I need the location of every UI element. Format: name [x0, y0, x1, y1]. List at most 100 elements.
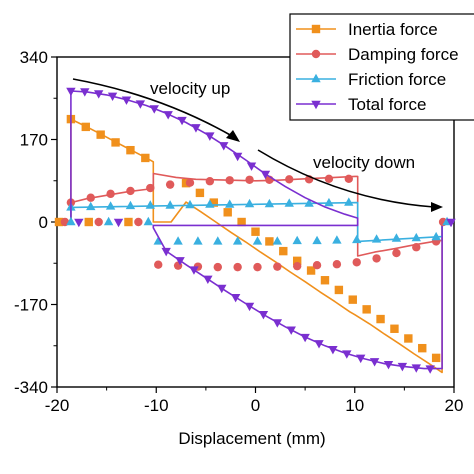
data-point — [107, 92, 118, 102]
data-point — [219, 142, 229, 151]
data-point — [66, 216, 76, 226]
data-point — [106, 189, 115, 199]
data-point — [300, 333, 310, 343]
data-point — [292, 256, 302, 266]
data-point — [232, 236, 243, 245]
annotations: velocity up velocity down — [72, 78, 443, 212]
x-axis-label: Displacement (mm) — [178, 429, 325, 448]
legend-label: Damping force — [348, 45, 459, 64]
data-point — [265, 237, 274, 246]
data-point — [311, 24, 321, 34]
data-point — [352, 258, 361, 267]
data-point — [141, 153, 150, 163]
data-point — [232, 152, 243, 162]
data-point — [84, 217, 93, 227]
data-point — [431, 353, 441, 363]
data-point — [245, 175, 254, 184]
y-tick-label: -170 — [14, 296, 48, 315]
data-point — [356, 354, 366, 364]
x-tick-label: 10 — [345, 396, 364, 415]
data-point — [324, 174, 334, 184]
data-point — [213, 236, 223, 245]
legend-entry: Total force — [296, 95, 426, 114]
data-point — [111, 138, 120, 147]
axes: -20 -10 0 10 20 340 170 0 -170 -340 — [14, 48, 463, 415]
velocity-up-arrow — [72, 78, 233, 137]
data-point — [392, 248, 401, 258]
data-point — [105, 201, 116, 210]
legend-entry: Friction force — [296, 70, 446, 89]
data-point — [80, 88, 90, 97]
data-point — [311, 100, 321, 110]
annotation-text: velocity up — [150, 79, 230, 98]
data-point — [237, 217, 246, 227]
data-point — [332, 260, 342, 269]
series-line — [57, 118, 454, 374]
data-point — [94, 217, 103, 227]
data-point — [189, 266, 199, 275]
data-point — [312, 260, 322, 270]
data-point — [371, 234, 382, 243]
data-point — [258, 311, 269, 320]
data-point — [244, 198, 255, 208]
data-point — [165, 200, 175, 209]
data-point — [352, 234, 362, 244]
x-tick-label: 20 — [445, 396, 464, 415]
data-point — [81, 122, 90, 132]
data-point — [369, 358, 380, 367]
data-point — [311, 49, 321, 59]
data-point — [324, 197, 334, 207]
data-point — [161, 247, 171, 257]
data-point — [185, 178, 195, 187]
data-point — [96, 130, 105, 139]
data-point — [411, 232, 421, 242]
data-point — [397, 362, 408, 372]
data-point — [306, 266, 316, 275]
data-point — [134, 217, 143, 227]
legend-label: Total force — [348, 95, 426, 114]
legend-box — [289, 13, 474, 121]
data-point — [163, 111, 173, 120]
arrow-head — [431, 202, 443, 212]
data-point — [260, 170, 271, 180]
y-tick-label: 0 — [39, 213, 48, 232]
data-point — [264, 198, 275, 208]
data-point — [205, 177, 215, 186]
data-point — [154, 260, 163, 269]
legend: Inertia force Damping force Friction force… — [289, 13, 474, 121]
data-point — [93, 90, 104, 99]
data-point — [217, 284, 227, 294]
data-point — [344, 174, 353, 184]
data-point — [292, 261, 302, 271]
data-point — [126, 145, 135, 155]
x-tick-label: -10 — [144, 396, 169, 415]
annotation-text: velocity down — [313, 153, 415, 172]
data-point — [304, 198, 314, 207]
data-point — [209, 198, 219, 207]
data-point — [279, 246, 288, 256]
data-point — [121, 96, 132, 105]
data-point — [126, 186, 135, 196]
data-point — [320, 276, 330, 285]
data-point — [425, 365, 435, 374]
data-point — [252, 236, 263, 245]
data-point — [103, 216, 114, 226]
data-point — [233, 262, 242, 272]
data-point — [135, 100, 146, 109]
y-tick-label: 340 — [20, 48, 48, 67]
x-tick-label: -20 — [45, 396, 70, 415]
data-point — [404, 334, 413, 343]
data-point — [146, 183, 155, 193]
data-point — [230, 294, 241, 303]
data-point — [175, 257, 185, 266]
data-point — [251, 227, 260, 236]
data-point — [223, 208, 232, 217]
data-point — [284, 198, 294, 207]
baseline-markers — [54, 216, 456, 228]
y-tick-label: 170 — [20, 131, 48, 150]
data-point — [342, 350, 352, 359]
data-point — [195, 188, 205, 198]
data-point — [390, 324, 399, 333]
data-point — [213, 262, 222, 272]
data-point — [125, 200, 136, 210]
